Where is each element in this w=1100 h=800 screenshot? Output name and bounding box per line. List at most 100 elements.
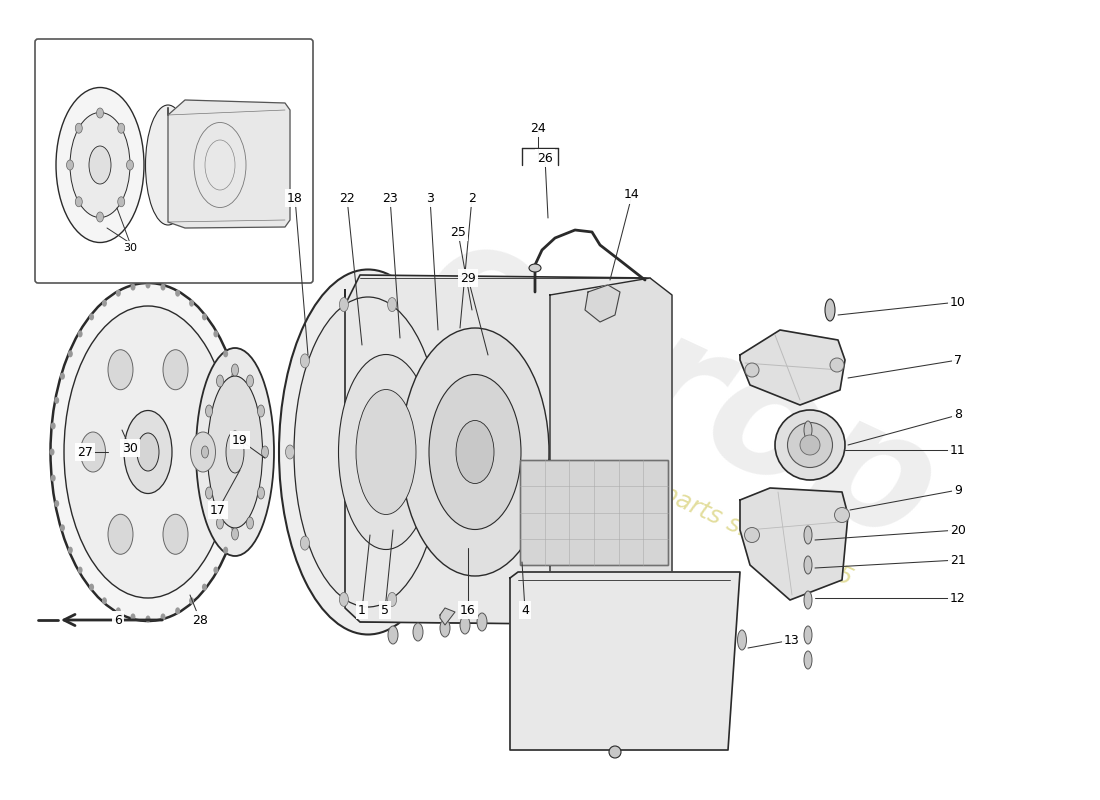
Ellipse shape <box>737 630 747 650</box>
Text: 3: 3 <box>426 191 433 205</box>
Ellipse shape <box>54 500 59 507</box>
Text: 16: 16 <box>460 603 476 617</box>
Text: 28: 28 <box>192 614 208 626</box>
Ellipse shape <box>56 87 144 242</box>
Ellipse shape <box>441 445 451 459</box>
Ellipse shape <box>231 524 236 531</box>
Ellipse shape <box>262 446 268 458</box>
Ellipse shape <box>804 526 812 544</box>
Ellipse shape <box>102 598 107 604</box>
Ellipse shape <box>217 375 223 387</box>
Text: 14: 14 <box>624 189 640 202</box>
Ellipse shape <box>217 517 223 529</box>
Ellipse shape <box>60 373 65 380</box>
Ellipse shape <box>75 123 82 134</box>
Ellipse shape <box>240 422 245 430</box>
Ellipse shape <box>456 421 494 483</box>
Text: 27: 27 <box>77 446 92 458</box>
Ellipse shape <box>745 363 759 377</box>
Ellipse shape <box>257 405 264 417</box>
Ellipse shape <box>745 527 759 542</box>
Ellipse shape <box>202 584 207 590</box>
Ellipse shape <box>201 446 209 458</box>
Ellipse shape <box>89 146 111 184</box>
Ellipse shape <box>145 615 151 622</box>
Ellipse shape <box>356 390 416 514</box>
Ellipse shape <box>246 517 253 529</box>
Ellipse shape <box>145 282 151 289</box>
Ellipse shape <box>246 375 253 387</box>
Text: 24: 24 <box>530 122 546 134</box>
Ellipse shape <box>51 283 245 621</box>
Text: 25: 25 <box>450 226 466 238</box>
Ellipse shape <box>118 197 124 206</box>
Ellipse shape <box>126 160 133 170</box>
Ellipse shape <box>66 160 74 170</box>
Ellipse shape <box>116 290 121 297</box>
Ellipse shape <box>68 350 73 358</box>
Ellipse shape <box>97 108 103 118</box>
Ellipse shape <box>339 354 433 550</box>
Text: 10: 10 <box>950 295 966 309</box>
Ellipse shape <box>804 626 812 644</box>
Ellipse shape <box>51 474 56 482</box>
Ellipse shape <box>460 616 470 634</box>
Ellipse shape <box>402 328 549 576</box>
Ellipse shape <box>429 374 521 530</box>
Ellipse shape <box>131 283 135 290</box>
Text: 23: 23 <box>382 191 398 205</box>
Ellipse shape <box>89 314 95 320</box>
Ellipse shape <box>175 290 180 297</box>
Ellipse shape <box>75 197 82 206</box>
Ellipse shape <box>231 528 239 540</box>
Ellipse shape <box>279 270 456 634</box>
Text: 21: 21 <box>950 554 966 566</box>
Ellipse shape <box>223 350 228 358</box>
Ellipse shape <box>189 300 194 306</box>
Ellipse shape <box>60 524 65 531</box>
Text: 4: 4 <box>521 603 529 617</box>
Ellipse shape <box>242 449 246 455</box>
Ellipse shape <box>78 330 82 338</box>
Ellipse shape <box>70 113 130 218</box>
Ellipse shape <box>300 354 309 368</box>
Text: 30: 30 <box>123 243 138 253</box>
Ellipse shape <box>427 536 436 550</box>
Text: 7: 7 <box>954 354 962 366</box>
Text: 29: 29 <box>460 271 476 285</box>
Ellipse shape <box>213 330 219 338</box>
Polygon shape <box>510 572 740 750</box>
Text: a passion for parts since 1985: a passion for parts since 1985 <box>504 410 856 590</box>
FancyBboxPatch shape <box>520 460 668 565</box>
Ellipse shape <box>340 298 349 311</box>
Ellipse shape <box>830 358 844 372</box>
Ellipse shape <box>257 487 264 499</box>
Ellipse shape <box>138 433 160 471</box>
Ellipse shape <box>161 283 165 290</box>
Ellipse shape <box>529 264 541 272</box>
Text: 17: 17 <box>210 503 225 517</box>
Ellipse shape <box>340 593 349 606</box>
Ellipse shape <box>286 445 295 459</box>
Ellipse shape <box>202 314 207 320</box>
Text: 20: 20 <box>950 523 966 537</box>
Polygon shape <box>740 330 845 405</box>
Ellipse shape <box>190 432 216 472</box>
Ellipse shape <box>108 514 133 554</box>
Ellipse shape <box>231 373 236 380</box>
Ellipse shape <box>145 105 190 225</box>
Ellipse shape <box>776 410 845 480</box>
Ellipse shape <box>236 397 242 404</box>
Ellipse shape <box>609 746 622 758</box>
Text: 13: 13 <box>784 634 800 646</box>
Ellipse shape <box>825 299 835 321</box>
Ellipse shape <box>788 422 833 467</box>
Ellipse shape <box>64 306 232 598</box>
Ellipse shape <box>240 474 245 482</box>
Ellipse shape <box>175 607 180 614</box>
Ellipse shape <box>804 556 812 574</box>
Text: 11: 11 <box>950 443 966 457</box>
Ellipse shape <box>50 449 55 455</box>
Text: 6: 6 <box>114 614 122 626</box>
Ellipse shape <box>300 536 309 550</box>
